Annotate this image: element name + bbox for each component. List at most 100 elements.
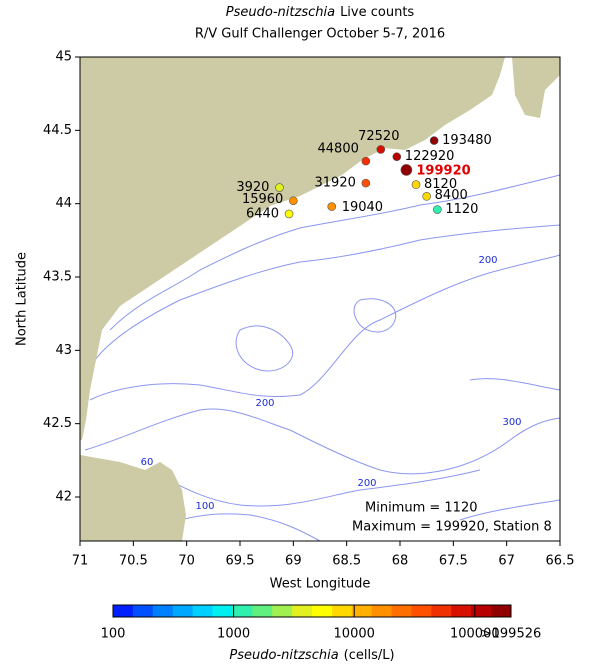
colorbar-tick-label: 100 [101,627,126,642]
colorbar-swatch [431,605,452,617]
title-suffix: Live counts [340,5,414,20]
station-label: 31920 [315,176,356,191]
colorbar-swatch [272,605,293,617]
station [327,202,337,211]
title: Pseudo-nitzschia Live counts [226,5,415,20]
nova-scotia [512,57,560,118]
colorbar-swatch [152,605,174,617]
colorbar-tick-label: 1000 [217,627,250,642]
cape-cod [80,455,186,541]
colorbar-tick-label: >199526 [481,627,542,642]
colorbar-swatch [371,605,393,617]
mainland [80,57,505,440]
station [400,164,413,176]
contours: 200 200 300 200 60 100 [84,174,561,542]
station [289,196,298,206]
plot-frame [79,56,561,542]
station [392,152,402,162]
x-tick-label: 68.5 [332,554,361,569]
contour-line [109,174,561,331]
station-label: 8400 [435,188,468,203]
station-label: 3920 [236,180,269,195]
colorbar-swatch [491,605,512,617]
station [433,205,442,214]
colorbar-label-suffix: (cells/L) [344,648,395,663]
land [80,57,560,541]
station-label: 72520 [358,129,399,144]
y-tick-label: 45 [55,50,72,65]
contour-line [89,254,561,401]
station-label: 122920 [405,149,455,164]
contour-label: 100 [195,501,214,512]
y-axis-label: North Latitude [15,252,30,346]
x-tick-label: 66.5 [546,554,575,569]
station [422,192,431,201]
colorbar-swatch [192,605,213,617]
station-label: 199920 [416,163,470,178]
y-tick-label: 44.5 [43,123,72,138]
x-tick-label: 71 [72,554,89,569]
contour-line [235,325,293,372]
x-tick-label: 67.5 [439,554,468,569]
station [376,145,386,154]
y-tick-label: 42 [55,490,72,505]
colorbar-swatch [252,605,273,617]
y-tick-label: 43 [55,343,72,358]
station [411,180,421,189]
y-tick-label: 42.5 [43,416,72,431]
colorbar-label: Pseudo-nitzschia (cells/L) [229,648,394,663]
contour-line [149,469,481,507]
station-label: 15960 [242,192,283,207]
contour-label: 200 [255,398,274,409]
colorbar-swatch [292,605,313,617]
colorbar-swatch [113,605,134,617]
y-tick-label: 44 [55,196,72,211]
station-label: 193480 [442,133,492,148]
colorbar-swatch [232,605,253,617]
contour-label: 300 [502,417,521,428]
x-tick-label: 69.5 [226,554,255,569]
plot-area: 200 200 300 200 60 100 [79,56,561,542]
colorbar-swatch [331,605,353,617]
station [361,156,371,166]
contour-label: 60 [141,457,154,468]
colorbar-swatch [451,605,472,617]
subtitle: R/V Gulf Challenger October 5-7, 2016 [195,27,445,42]
contour-line [459,378,561,521]
colorbar-swatch [312,605,333,617]
contour-line [353,298,397,333]
contour-line [94,224,561,361]
station [361,178,371,188]
station [429,136,439,145]
colorbar-tick-label: 100000 [450,627,500,642]
contour-label: 200 [357,478,376,489]
station-label: 6440 [246,206,279,221]
colorbar-label-organism: Pseudo-nitzschia [229,648,338,663]
colorbar-tick-label: 10000 [334,627,375,642]
station-label: 8120 [424,177,457,192]
station [284,209,294,219]
x-tick-label: 68 [392,554,409,569]
colorbar-swatch [172,605,194,617]
colorbar-swatch [471,605,492,617]
colorbar-swatch [212,605,233,617]
title-organism: Pseudo-nitzschia [226,5,335,20]
station-label: 1120 [445,202,478,217]
colorbar-swatch [411,605,432,617]
x-tick-label: 69 [285,554,302,569]
colorbar-swatch [132,605,154,617]
station [275,183,284,192]
colorbar-swatch [351,605,373,617]
colorbar-swatch [391,605,412,617]
contour-line [179,513,321,542]
contour-line [84,408,561,475]
x-axis-label: West Longitude [270,577,371,592]
x-tick-label: 67 [498,554,515,569]
annotation-min: Minimum = 1120 [365,501,478,516]
y-tick-label: 43.5 [43,270,72,285]
x-tick-label: 70.5 [119,554,148,569]
colorbar: 100 1000 10000 100000>199526 [101,604,542,642]
annotation-max: Maximum = 199920, Station 8 [352,520,552,535]
station-label: 19040 [342,200,383,215]
